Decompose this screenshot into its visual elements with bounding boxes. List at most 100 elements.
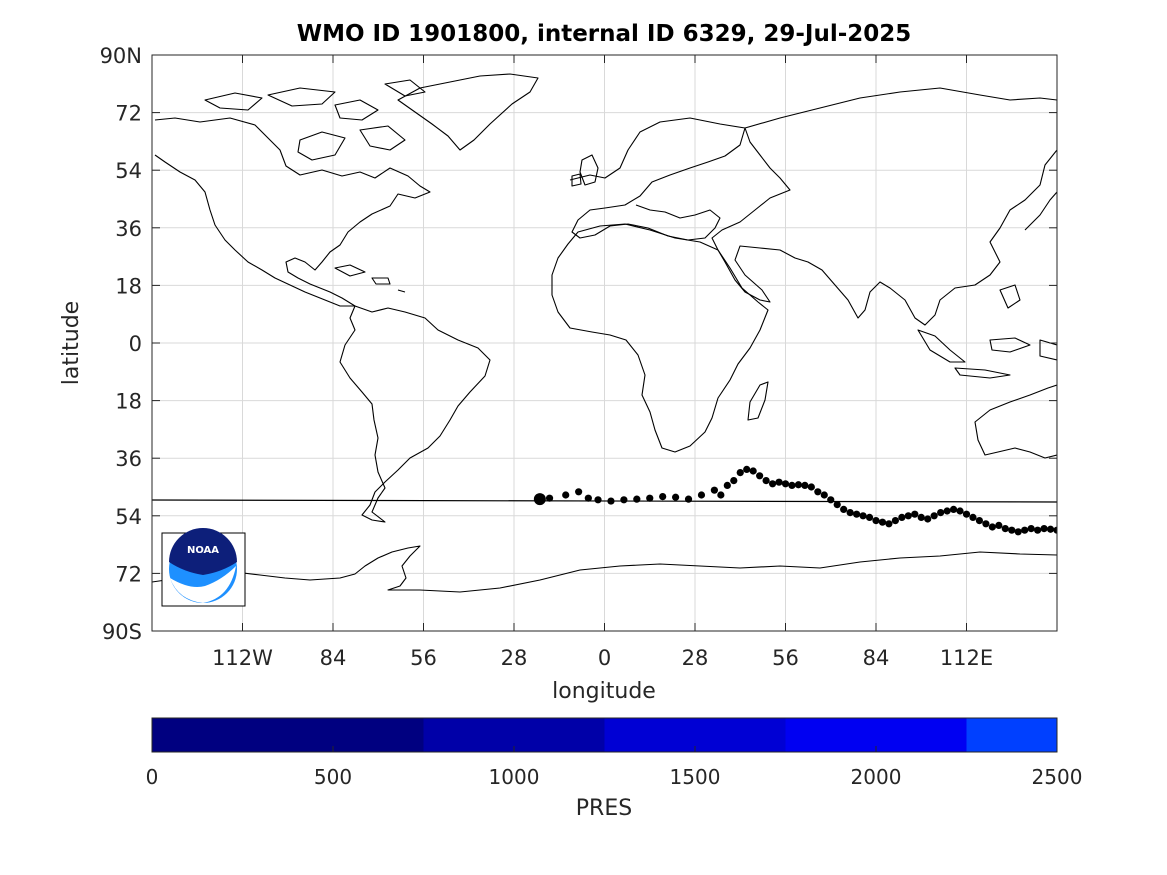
lon-tick-label: 112W <box>212 646 273 670</box>
chart-title: WMO ID 1901800, internal ID 6329, 29-Jul… <box>297 21 912 47</box>
track-point <box>962 510 971 518</box>
track-point <box>833 501 841 509</box>
africa-coast <box>551 223 769 453</box>
track-point <box>930 512 938 520</box>
arctic-islands <box>204 79 426 161</box>
track-point <box>1008 526 1016 534</box>
y-axis-label: latitude <box>59 301 84 385</box>
reference-latitude-line <box>151 499 1058 503</box>
track-point <box>607 497 615 505</box>
track-point <box>956 507 964 515</box>
track-point <box>756 472 764 480</box>
lon-tick-label: 28 <box>682 646 709 670</box>
colorbar-tick-label: 2000 <box>851 765 902 789</box>
track-point <box>710 486 718 494</box>
noaa-logo: NOAA <box>161 528 246 607</box>
track-point <box>1027 525 1035 533</box>
track-point <box>788 481 796 489</box>
track-point <box>646 494 654 502</box>
track-point <box>768 480 777 488</box>
lat-tick-label: 18 <box>115 274 142 298</box>
japan-coast <box>1024 191 1057 231</box>
greenland-coast <box>397 73 539 151</box>
south-america-coast <box>339 305 491 523</box>
float-track <box>533 465 1057 536</box>
track-point <box>1021 526 1029 534</box>
track-point <box>749 467 757 475</box>
lat-tick-label: 0 <box>129 332 142 356</box>
x-axis-label: longitude <box>552 679 656 704</box>
grid <box>152 54 1057 632</box>
track-point <box>584 494 592 502</box>
lat-tick-label: 36 <box>115 447 142 471</box>
colorbar-tick-label: 1000 <box>489 765 540 789</box>
lon-tick-label: 0 <box>598 646 611 670</box>
asia-coast <box>711 87 1057 326</box>
track-point <box>1014 528 1022 536</box>
lat-tick-label: 72 <box>115 562 142 586</box>
coastlines <box>152 73 1057 593</box>
track-point <box>827 496 835 504</box>
longitude-axis: 112W 84 56 28 0 28 56 84 112E <box>212 55 993 670</box>
track-point <box>943 507 951 515</box>
track-point <box>898 513 906 522</box>
track-point <box>1001 525 1009 533</box>
track-point <box>794 481 803 489</box>
track-point <box>1053 526 1057 534</box>
track-point <box>743 465 751 473</box>
track-point <box>969 513 977 522</box>
europe-coast <box>569 117 746 241</box>
lat-tick-label: 90N <box>100 44 142 68</box>
track-point <box>533 493 546 506</box>
lat-tick-label: 36 <box>115 217 142 241</box>
track-point <box>917 513 925 522</box>
latitude-axis: 90N 72 54 36 18 0 18 36 54 72 90S <box>100 44 1057 644</box>
colorbar-segment <box>152 718 424 752</box>
track-point <box>937 508 945 517</box>
track-point <box>846 508 854 517</box>
track-point <box>723 481 731 489</box>
colorbar-tick-label: 1500 <box>670 765 721 789</box>
british-isles <box>571 154 599 187</box>
track-point <box>859 512 867 520</box>
track-point <box>736 469 744 477</box>
track-point <box>924 515 932 523</box>
track-point <box>840 505 848 513</box>
north-america-coast <box>154 117 431 307</box>
australia-coast <box>974 384 1057 459</box>
track-point <box>801 481 809 489</box>
lat-tick-label: 54 <box>115 159 142 183</box>
lon-tick-label: 84 <box>863 646 890 670</box>
antarctica-coast <box>152 545 1057 593</box>
track-point <box>853 510 861 518</box>
colorbar-ticks: 0 500 1000 1500 2000 2500 <box>146 746 1083 789</box>
track-point <box>730 477 738 485</box>
track-point <box>982 520 990 528</box>
colorbar-tick-label: 2500 <box>1032 765 1083 789</box>
lon-tick-label: 56 <box>410 646 437 670</box>
lon-tick-label: 84 <box>320 646 347 670</box>
track-point <box>820 491 828 499</box>
lat-tick-label: 54 <box>115 505 142 529</box>
track-point <box>891 517 899 525</box>
track-point <box>865 513 874 522</box>
track-point <box>717 491 725 499</box>
track-point <box>807 483 815 491</box>
track-point <box>775 478 783 486</box>
colorbar-frame <box>151 717 1058 753</box>
track-point <box>594 496 602 504</box>
track-point <box>684 495 693 503</box>
track-point <box>885 520 893 528</box>
track-point <box>659 493 667 501</box>
track-point <box>911 510 919 518</box>
track-point <box>1040 525 1048 533</box>
colorbar <box>152 718 1057 752</box>
track-point <box>814 488 822 496</box>
lon-tick-label: 28 <box>501 646 528 670</box>
track-point <box>781 480 790 488</box>
lat-tick-label: 18 <box>115 390 142 414</box>
track-point <box>1034 526 1042 534</box>
track-point <box>620 496 628 504</box>
colorbar-tick-label: 500 <box>314 765 352 789</box>
